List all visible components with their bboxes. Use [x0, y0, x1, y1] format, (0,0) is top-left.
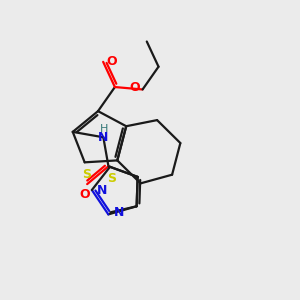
- Text: S: S: [107, 172, 116, 185]
- Text: O: O: [80, 188, 90, 201]
- Text: O: O: [107, 56, 117, 68]
- Text: N: N: [114, 206, 124, 219]
- Text: N: N: [97, 184, 108, 196]
- Text: H: H: [100, 124, 108, 134]
- Text: N: N: [98, 131, 109, 144]
- Text: O: O: [130, 82, 140, 94]
- Text: S: S: [82, 168, 91, 181]
